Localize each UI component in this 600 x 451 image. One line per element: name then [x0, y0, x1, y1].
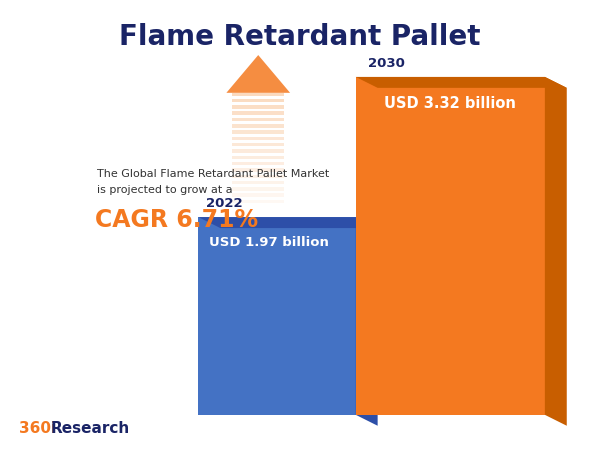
Polygon shape	[199, 218, 356, 415]
Polygon shape	[232, 144, 284, 147]
Polygon shape	[232, 162, 284, 166]
Polygon shape	[232, 106, 284, 109]
Polygon shape	[232, 156, 284, 160]
Polygon shape	[232, 181, 284, 185]
Polygon shape	[232, 100, 284, 103]
Text: 2022: 2022	[206, 197, 243, 210]
Text: CAGR 6.71%: CAGR 6.71%	[95, 207, 258, 231]
Text: The Global Flame Retardant Pallet Market: The Global Flame Retardant Pallet Market	[97, 169, 329, 179]
Polygon shape	[356, 78, 545, 415]
Polygon shape	[232, 119, 284, 122]
Polygon shape	[232, 150, 284, 153]
Polygon shape	[199, 218, 377, 229]
Polygon shape	[232, 138, 284, 141]
Text: is projected to grow at a: is projected to grow at a	[97, 185, 233, 195]
Polygon shape	[232, 93, 284, 97]
Polygon shape	[356, 218, 377, 426]
Text: USD 3.32 billion: USD 3.32 billion	[385, 96, 516, 110]
Polygon shape	[545, 78, 567, 426]
Polygon shape	[226, 56, 290, 94]
Polygon shape	[232, 112, 284, 115]
Polygon shape	[232, 194, 284, 198]
Text: Research: Research	[50, 420, 130, 435]
Text: USD 1.97 billion: USD 1.97 billion	[209, 235, 329, 249]
Polygon shape	[356, 78, 567, 89]
Polygon shape	[232, 200, 284, 204]
Polygon shape	[232, 125, 284, 128]
Polygon shape	[232, 131, 284, 134]
Polygon shape	[232, 175, 284, 179]
Polygon shape	[232, 188, 284, 191]
Text: Flame Retardant Pallet: Flame Retardant Pallet	[119, 23, 481, 51]
Polygon shape	[232, 169, 284, 172]
Text: 2030: 2030	[368, 57, 404, 70]
Text: 360i: 360i	[19, 420, 56, 435]
